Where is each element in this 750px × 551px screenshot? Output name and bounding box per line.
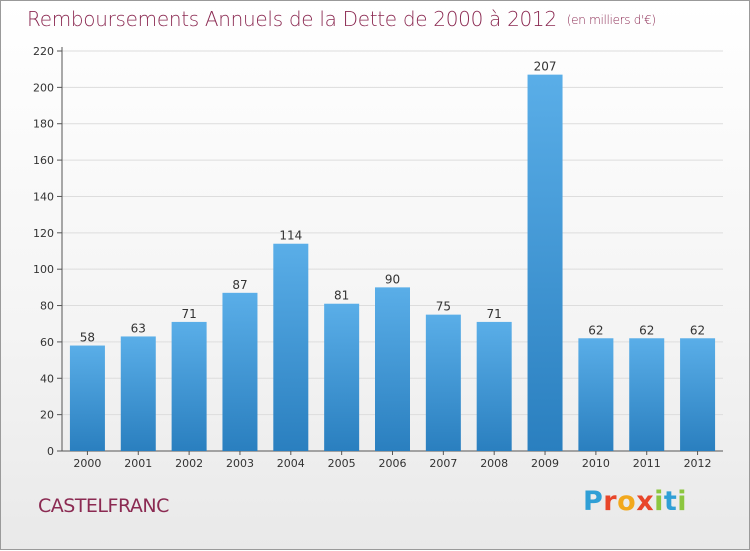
x-tick-label: 2001 [124, 457, 152, 470]
title-text: Remboursements Annuels de la Dette de 20… [27, 7, 557, 31]
unit-note: (en milliers d'€) [566, 13, 656, 27]
value-label: 62 [690, 323, 705, 337]
value-label: 90 [385, 272, 400, 286]
y-tick-label: 140 [33, 190, 54, 203]
bar [680, 338, 716, 451]
logo-letter: t [663, 486, 678, 517]
y-tick-label: 200 [33, 81, 54, 94]
x-tick-label: 2003 [226, 457, 254, 470]
x-tick-label: 2008 [480, 457, 508, 470]
bar [476, 321, 512, 451]
proxiti-logo: Proxiti [583, 486, 687, 517]
value-label: 71 [181, 307, 196, 321]
x-tick-label: 2010 [582, 457, 610, 470]
y-tick-label: 160 [33, 154, 54, 167]
value-label: 114 [279, 229, 302, 243]
value-label: 207 [534, 60, 557, 74]
x-tick-label: 2005 [328, 457, 356, 470]
y-tick-label: 40 [40, 372, 54, 385]
x-tick-label: 2011 [633, 457, 661, 470]
value-label: 63 [131, 321, 146, 335]
place-name: CASTELFRANC [38, 495, 169, 517]
bar [425, 314, 461, 451]
y-tick-label: 220 [33, 45, 54, 58]
value-label: 87 [232, 278, 247, 292]
logo-letter: i [654, 486, 664, 517]
logo-letter: i [677, 486, 688, 517]
logo-letter: r [603, 486, 618, 517]
bar [578, 338, 614, 451]
x-tick-label: 2012 [684, 457, 712, 470]
bar [375, 287, 410, 451]
bar [69, 345, 105, 451]
value-label: 62 [588, 323, 603, 337]
x-tick-label: 2000 [73, 457, 101, 470]
x-tick-label: 2004 [277, 457, 305, 470]
value-label: 58 [80, 331, 95, 345]
y-tick-label: 120 [33, 227, 54, 240]
bar [120, 336, 156, 451]
x-tick-label: 2002 [175, 457, 203, 470]
bar [222, 292, 258, 451]
chart-title: Remboursements Annuels de la Dette de 20… [27, 7, 656, 31]
value-label: 75 [436, 300, 451, 314]
bar [171, 321, 207, 451]
bars [69, 74, 716, 452]
y-tick-label: 100 [33, 263, 54, 276]
x-tick-label: 2009 [531, 457, 559, 470]
bar [527, 74, 563, 452]
y-tick-label: 180 [33, 118, 54, 131]
logo-letter: x [636, 486, 655, 517]
value-label: 71 [487, 307, 502, 321]
logo-letter: o [617, 486, 637, 517]
y-tick-label: 80 [40, 300, 54, 313]
y-tick-label: 0 [47, 445, 54, 458]
bar [273, 243, 309, 451]
x-tick-label: 2007 [429, 457, 457, 470]
labels: 58 2000 63 2001 71 2002 87 2003 114 2004 81 2005 90 2… [73, 60, 711, 470]
logo-letter: P [583, 486, 604, 517]
value-label: 81 [334, 289, 349, 303]
value-label: 62 [639, 323, 654, 337]
x-tick-label: 2006 [379, 457, 407, 470]
y-tick-label: 20 [40, 409, 54, 422]
bar [629, 338, 665, 451]
bar [324, 303, 360, 451]
y-tick-label: 60 [40, 336, 54, 349]
